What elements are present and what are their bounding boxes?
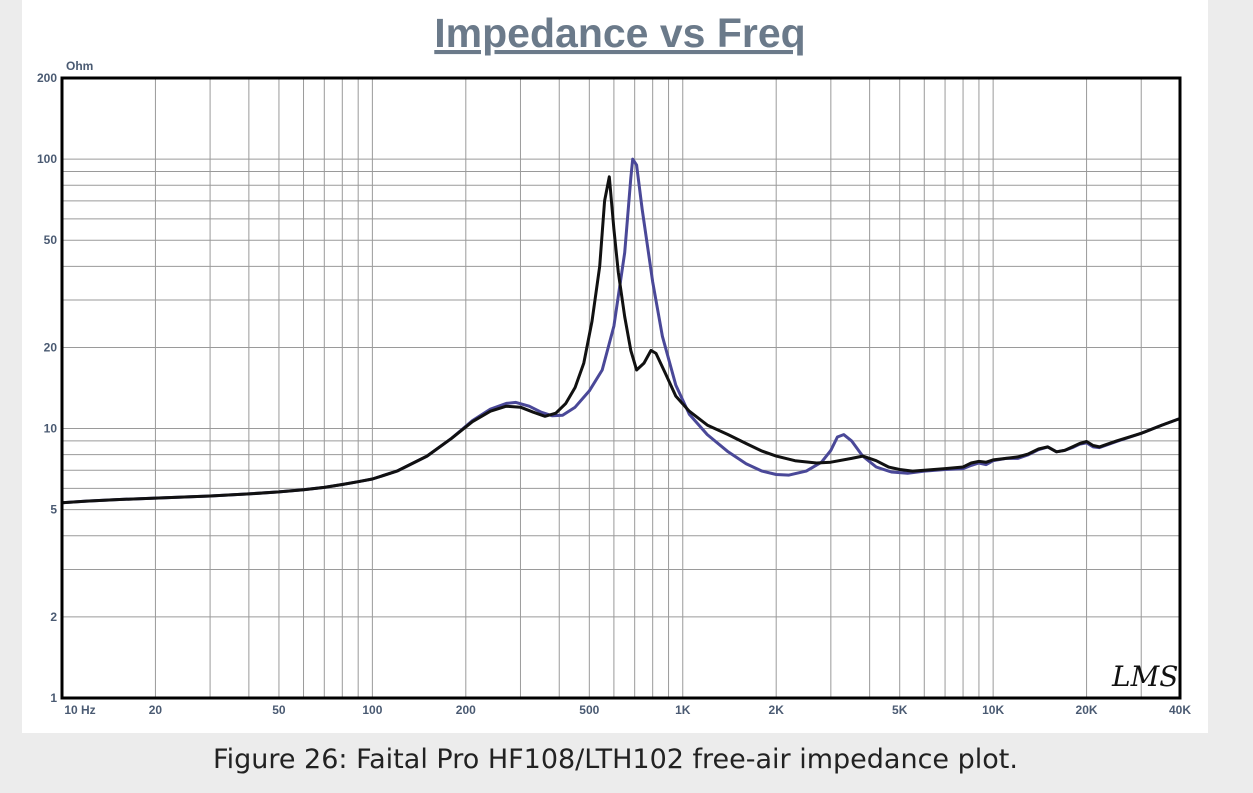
x-tick-label: 100 <box>362 703 382 717</box>
x-tick-label: 10 Hz <box>64 703 95 717</box>
x-tick-label: 50 <box>272 703 286 717</box>
y-tick-label: 1 <box>50 691 57 705</box>
impedance-series-1 <box>60 157 1182 505</box>
figure-caption: Figure 26: Faital Pro HF108/LTH102 free-… <box>213 744 1018 775</box>
x-tick-label: 10K <box>982 703 1004 717</box>
x-tick-label: 500 <box>579 703 599 717</box>
x-tick-label: 5K <box>892 703 908 717</box>
tick-labels: 10 Hz 20 50 100 200 500 1K 2K 5K 10K 20K 40K 1 2 5 10 20… <box>37 71 1191 717</box>
y-tick-label: 200 <box>37 71 57 85</box>
x-tick-label: 20 <box>149 703 163 717</box>
chart-title: Impedance vs Freq <box>434 10 805 56</box>
y-tick-label: 2 <box>50 610 57 624</box>
series-layer <box>60 157 1182 505</box>
y-tick-label: 5 <box>50 503 57 517</box>
grid <box>62 78 1180 698</box>
x-tick-label: 200 <box>456 703 476 717</box>
impedance-series-2 <box>60 175 1182 505</box>
y-tick-label: 10 <box>44 422 58 436</box>
plot-frame <box>60 76 1182 700</box>
impedance-chart: 10 Hz 20 50 100 200 500 1K 2K 5K 10K 20K 40K 1 2 5 10 20… <box>37 10 1191 717</box>
x-tick-label: 40K <box>1169 703 1191 717</box>
y-tick-label: 20 <box>44 340 58 354</box>
x-tick-label: 20K <box>1076 703 1098 717</box>
y-axis-label: Ohm <box>66 59 93 73</box>
x-tick-label: 2K <box>769 703 785 717</box>
y-tick-label: 50 <box>44 233 58 247</box>
lms-watermark: LMS <box>1111 660 1178 693</box>
figure-panel: 10 Hz 20 50 100 200 500 1K 2K 5K 10K 20K 40K 1 2 5 10 20… <box>22 0 1208 733</box>
x-tick-label: 1K <box>675 703 691 717</box>
y-tick-label: 100 <box>37 152 57 166</box>
